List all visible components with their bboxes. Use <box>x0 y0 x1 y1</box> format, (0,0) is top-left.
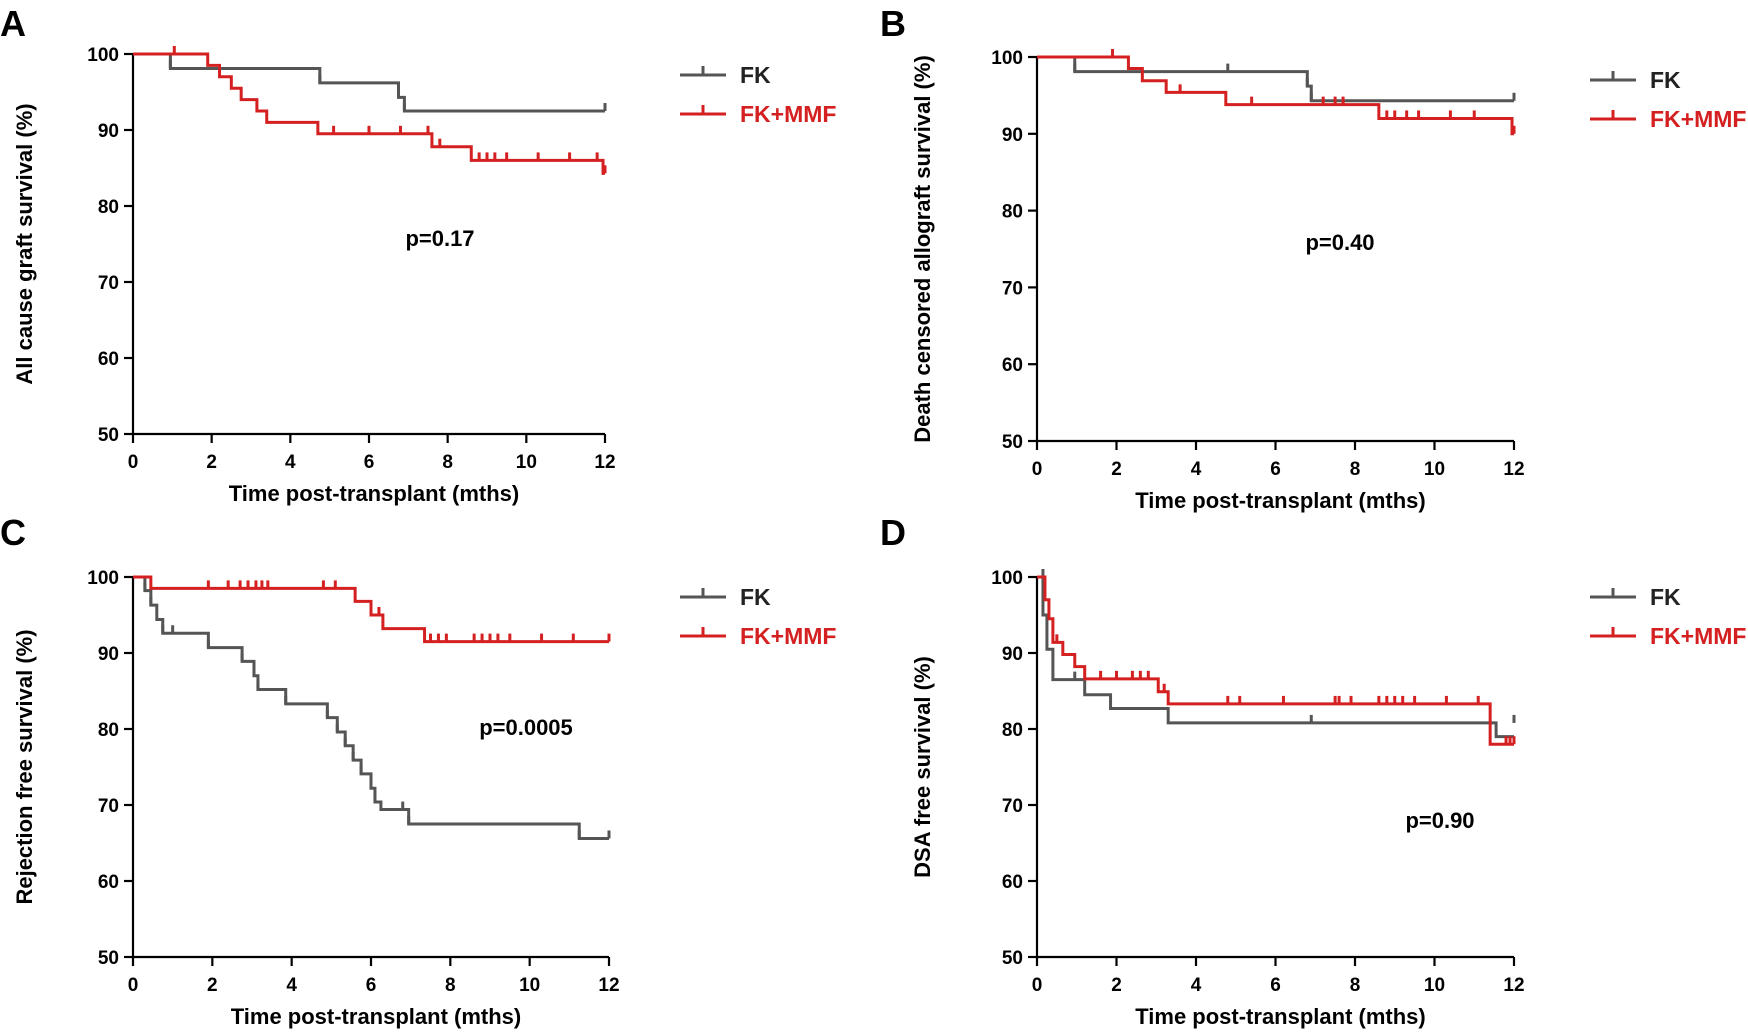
y-tick-label: 60 <box>98 349 119 370</box>
legend-label: FK+MMF <box>740 623 836 649</box>
y-axis-title: DSA free survival (%) <box>910 656 935 878</box>
panel-letter: D <box>880 512 906 553</box>
y-axis-title: Rejection free survival (%) <box>12 629 37 904</box>
y-tick-label: 80 <box>98 197 119 218</box>
x-tick-label: 0 <box>1032 975 1043 996</box>
y-axis-title: All cause graft survival (%) <box>12 103 37 384</box>
y-tick-label: 60 <box>1002 355 1023 376</box>
y-tick-label: 50 <box>1002 948 1023 969</box>
legend-label: FK <box>740 584 771 610</box>
x-tick-label: 12 <box>1503 459 1524 480</box>
x-tick-label: 8 <box>1350 459 1361 480</box>
x-tick-label: 8 <box>445 975 456 996</box>
series-fk-mmf-curve <box>133 52 605 175</box>
y-tick-label: 50 <box>1002 432 1023 453</box>
legend-label: FK <box>1650 584 1681 610</box>
x-axis-title: Time post-transplant (mths) <box>231 1004 522 1029</box>
y-tick-label: 100 <box>87 45 119 66</box>
x-tick-label: 4 <box>1191 459 1202 480</box>
panel-letter: B <box>880 3 906 44</box>
legend-label: FK+MMF <box>740 101 836 127</box>
x-tick-label: 2 <box>1111 975 1122 996</box>
series-fk-mmf-curve <box>1037 55 1514 136</box>
x-tick-label: 6 <box>364 452 375 473</box>
series-fk-curve <box>133 52 605 113</box>
legend-label: FK <box>740 62 771 88</box>
x-tick-label: 10 <box>1424 459 1445 480</box>
panel-letter: A <box>0 3 26 44</box>
panel-c: C 50 60 70 80 90 100 0 2 4 6 8 10 12 Time post-transpl… <box>0 512 836 1029</box>
panel-b: B 50 60 70 80 90 100 0 2 4 6 8 10 12 Time post-transpl… <box>880 3 1746 513</box>
y-tick-label: 70 <box>1002 796 1023 817</box>
y-tick-label: 100 <box>87 568 119 589</box>
x-axis-title: Time post-transplant (mths) <box>1135 1004 1426 1029</box>
x-tick-label: 4 <box>285 452 296 473</box>
y-tick-label: 80 <box>1002 202 1023 223</box>
series-fk-mmf-curve <box>133 575 609 644</box>
x-tick-label: 12 <box>598 975 619 996</box>
x-axis-title: Time post-transplant (mths) <box>229 481 520 506</box>
x-tick-label: 12 <box>1503 975 1524 996</box>
x-tick-label: 4 <box>1191 975 1202 996</box>
x-tick-label: 4 <box>286 975 297 996</box>
y-tick-label: 80 <box>98 720 119 741</box>
legend-label: FK+MMF <box>1650 623 1746 649</box>
x-tick-label: 0 <box>128 975 139 996</box>
y-tick-label: 90 <box>98 644 119 665</box>
y-tick-label: 70 <box>98 796 119 817</box>
x-tick-label: 6 <box>366 975 377 996</box>
y-tick-label: 70 <box>1002 278 1023 299</box>
y-tick-label: 60 <box>98 872 119 893</box>
x-tick-label: 6 <box>1270 459 1281 480</box>
p-value-annotation: p=0.90 <box>1405 808 1474 833</box>
y-tick-label: 90 <box>1002 644 1023 665</box>
y-tick-label: 100 <box>991 48 1023 69</box>
p-value-annotation: p=0.40 <box>1305 230 1374 255</box>
x-tick-label: 8 <box>1350 975 1361 996</box>
y-tick-label: 90 <box>1002 125 1023 146</box>
y-tick-label: 80 <box>1002 720 1023 741</box>
x-tick-label: 8 <box>442 452 453 473</box>
y-tick-label: 60 <box>1002 872 1023 893</box>
series-fk-curve <box>1037 55 1514 103</box>
x-tick-label: 10 <box>516 452 537 473</box>
panel-letter: C <box>0 512 26 553</box>
x-tick-label: 10 <box>519 975 540 996</box>
panel-d: D 50 60 70 80 90 100 0 2 4 6 8 10 12 Time post-transpl… <box>880 512 1746 1029</box>
y-tick-label: 90 <box>98 121 119 142</box>
x-tick-label: 10 <box>1424 975 1445 996</box>
x-tick-label: 12 <box>594 452 615 473</box>
legend-label: FK <box>1650 67 1681 93</box>
x-axis-title: Time post-transplant (mths) <box>1135 488 1426 513</box>
series-fk-curve <box>1037 575 1514 739</box>
series-fk-mmf-curve <box>1037 575 1514 746</box>
p-value-annotation: p=0.0005 <box>479 715 573 740</box>
y-tick-label: 50 <box>98 425 119 446</box>
x-tick-label: 2 <box>1111 459 1122 480</box>
legend-label: FK+MMF <box>1650 106 1746 132</box>
x-tick-label: 2 <box>207 975 218 996</box>
y-tick-label: 70 <box>98 273 119 294</box>
y-tick-label: 100 <box>991 568 1023 589</box>
x-tick-label: 6 <box>1270 975 1281 996</box>
panel-a: A 50 60 70 80 90 100 0 2 4 6 8 10 12 Time post-transpl… <box>0 3 836 506</box>
x-tick-label: 2 <box>206 452 217 473</box>
y-tick-label: 50 <box>98 948 119 969</box>
x-tick-label: 0 <box>128 452 139 473</box>
y-axis-title: Death censored allograft survival (%) <box>910 55 935 443</box>
x-tick-label: 0 <box>1032 459 1043 480</box>
p-value-annotation: p=0.17 <box>405 226 474 251</box>
